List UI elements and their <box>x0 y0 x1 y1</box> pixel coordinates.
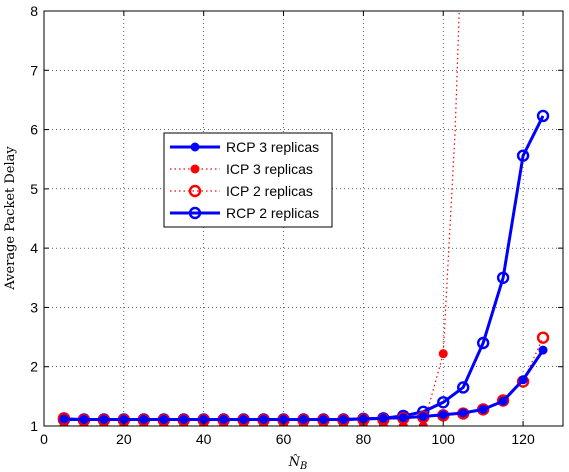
x-axis-label: N̂B <box>288 454 308 472</box>
grid <box>44 11 563 426</box>
data-point <box>99 414 109 424</box>
data-point <box>259 414 269 424</box>
x-axis-label-main: N̂ <box>288 454 301 470</box>
legend-entry-rcp-2-replicas: RCP 2 replicas <box>170 205 319 221</box>
legend-marker <box>190 142 200 152</box>
legend-entry-icp-2-replicas: ICP 2 replicas <box>170 183 313 199</box>
data-point <box>179 414 189 424</box>
legend-marker <box>188 206 202 220</box>
legend-marker <box>190 164 200 174</box>
svg-text:N̂B: N̂B <box>288 454 308 472</box>
data-point <box>59 414 69 424</box>
y-tick-label: 5 <box>30 181 38 197</box>
data-point <box>538 345 548 355</box>
data-point <box>418 421 428 426</box>
data-point <box>438 349 448 359</box>
legend-marker <box>188 184 202 198</box>
data-point <box>536 109 550 123</box>
y-axis-label: Average Packet Delay <box>3 146 18 291</box>
y-tick-label: 8 <box>30 3 38 19</box>
data-point <box>437 396 450 409</box>
plot-frame <box>43 10 564 427</box>
ticks: 0 20 40 60 80 100 120 1 2 3 4 5 6 7 8 <box>30 3 563 447</box>
x-axis-label-sub: B <box>299 461 307 472</box>
data-point <box>219 414 229 424</box>
y-tick-label: 7 <box>30 62 38 78</box>
x-tick-label: 20 <box>116 431 132 447</box>
x-tick-label: 80 <box>356 431 372 447</box>
x-tick-label: 100 <box>432 431 456 447</box>
data-point <box>159 414 169 424</box>
x-tick-label: 0 <box>40 431 48 447</box>
data-point <box>498 396 508 406</box>
y-tick-label: 2 <box>30 359 38 375</box>
x-tick-label: 120 <box>511 431 535 447</box>
data-point <box>378 413 388 423</box>
x-tick-label: 40 <box>196 431 212 447</box>
y-tick-label: 4 <box>30 240 38 256</box>
legend-label: ICP 2 replicas <box>226 183 313 199</box>
legend-label: ICP 3 replicas <box>226 161 313 177</box>
data-point <box>338 414 348 424</box>
data-point <box>456 381 470 394</box>
series-rcp-3-replicas <box>59 345 548 424</box>
legend-label: RCP 2 replicas <box>226 205 319 221</box>
x-tick-label: 60 <box>276 431 292 447</box>
series-layer <box>57 11 550 426</box>
data-point <box>418 412 428 422</box>
data-point <box>299 414 308 424</box>
data-point <box>438 410 448 420</box>
data-point <box>239 414 249 424</box>
legend: RCP 3 replicas ICP 3 replicas ICP 2 replic… <box>163 132 333 228</box>
data-point <box>478 404 488 414</box>
y-tick-label: 3 <box>30 299 38 315</box>
data-point <box>79 414 89 424</box>
data-point <box>476 336 490 350</box>
legend-entry-rcp-3-replicas: RCP 3 replicas <box>170 139 319 155</box>
data-point <box>398 413 408 423</box>
data-point <box>318 414 328 424</box>
data-point <box>139 414 149 424</box>
data-point <box>516 149 530 162</box>
data-point <box>458 408 468 418</box>
data-point <box>496 271 510 284</box>
y-tick-label: 6 <box>30 122 38 138</box>
y-tick-label: 1 <box>30 418 38 434</box>
legend-label: RCP 3 replicas <box>226 139 319 155</box>
data-point <box>536 331 550 344</box>
data-point <box>518 375 528 385</box>
legend-entry-icp-3-replicas: ICP 3 replicas <box>170 161 313 177</box>
